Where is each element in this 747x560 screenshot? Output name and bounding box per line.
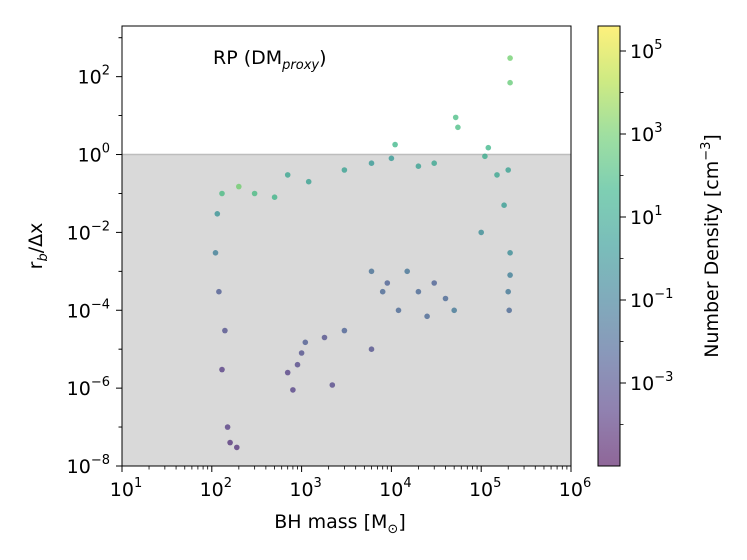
scatter-point xyxy=(478,229,485,236)
y-axis-label: rb/Δx xyxy=(25,223,51,270)
scatter-point xyxy=(431,280,438,286)
colorbar-ticks: 10−3 10−1 101 103 105 xyxy=(620,38,673,425)
scatter-point xyxy=(298,350,305,356)
tick-label: 10−1 xyxy=(630,287,673,312)
scatter-point xyxy=(305,178,312,185)
scatter-point xyxy=(455,124,461,131)
colorbar-label-main: Number Density [cm xyxy=(701,161,723,358)
tick-label: 103 xyxy=(630,121,662,146)
scatter-point xyxy=(219,366,225,373)
scatter-point xyxy=(341,167,348,173)
scatter-point xyxy=(388,155,395,162)
scatter-point xyxy=(431,160,438,166)
scatter-point xyxy=(284,369,291,376)
scatter-point xyxy=(494,172,500,178)
scatter-point xyxy=(290,387,296,393)
scatter-point xyxy=(321,334,328,341)
scatter-point xyxy=(368,346,375,353)
tick-label: 102 xyxy=(78,64,110,89)
colorbar-label-exp: −3 xyxy=(699,142,714,161)
tick-label: 100 xyxy=(78,142,110,167)
scatter-point xyxy=(507,79,513,86)
x-axis-label: BH mass [M⊙] xyxy=(274,511,405,537)
scatter-point xyxy=(329,382,336,388)
tick-label: 103 xyxy=(289,476,321,501)
tick-label: 101 xyxy=(110,476,142,501)
scatter-point xyxy=(424,313,430,320)
scatter-point xyxy=(505,288,512,295)
scatter-point xyxy=(341,327,348,334)
scatter-point xyxy=(404,268,411,275)
scatter-point xyxy=(251,190,258,197)
colorbar-label: Number Density [cm−3] xyxy=(699,134,723,358)
tick-label: 10−2 xyxy=(67,219,110,244)
y-axis-ticks: 10−8 10−6 10−4 10−2 100 102 xyxy=(67,37,122,478)
scatter-point xyxy=(507,55,513,61)
scatter-point xyxy=(227,439,233,446)
tick-label: 104 xyxy=(379,476,411,501)
unresolved-shaded-region xyxy=(122,154,571,466)
scatter-point xyxy=(507,272,513,278)
scatter-point xyxy=(384,280,391,286)
scatter-point xyxy=(236,183,242,190)
scatter-point xyxy=(392,141,398,148)
scatter-point xyxy=(415,163,422,169)
scatter-point xyxy=(222,327,228,334)
x-label-main: BH mass [M xyxy=(274,511,387,533)
scatter-point xyxy=(415,288,422,295)
scatter-point xyxy=(379,288,386,295)
scatter-point xyxy=(506,307,512,314)
scatter-point xyxy=(368,160,375,166)
x-axis-ticks: 101 102 103 104 105 106 xyxy=(110,466,591,501)
tick-label: 10−3 xyxy=(630,370,673,395)
y-label-main: r xyxy=(25,261,47,269)
tick-label: 105 xyxy=(469,476,501,501)
tick-label: 101 xyxy=(630,204,662,229)
scatter-point xyxy=(485,144,492,151)
tick-label: 10−6 xyxy=(67,375,110,400)
scatter-point xyxy=(214,211,221,217)
annotation-main: RP (DM xyxy=(213,47,282,69)
scatter-point xyxy=(482,153,488,160)
scatter-point xyxy=(452,114,459,121)
tick-label: 10−8 xyxy=(67,453,110,478)
scatter-point xyxy=(442,295,449,302)
scatter-point xyxy=(271,194,278,200)
model-annotation: RP (DMproxy) xyxy=(213,47,327,73)
scatter-points xyxy=(212,55,513,451)
tick-label: 102 xyxy=(200,476,232,501)
scatter-point xyxy=(234,444,240,451)
scatter-point xyxy=(505,167,512,173)
y-label-rest: /Δx xyxy=(25,223,47,254)
scatter-point xyxy=(507,250,513,256)
scatter-point xyxy=(216,288,222,295)
colorbar-label-close: ] xyxy=(701,134,723,141)
scatter-point xyxy=(302,339,309,346)
scatter-point xyxy=(294,361,301,368)
tick-label: 106 xyxy=(559,476,591,501)
annotation-close: ) xyxy=(319,47,326,69)
annotation-sub: proxy xyxy=(281,58,319,73)
scatter-point xyxy=(368,268,375,275)
scatter-point xyxy=(219,190,225,197)
scatter-point xyxy=(501,202,507,208)
x-label-close: ] xyxy=(398,511,405,533)
scatter-point xyxy=(395,307,402,314)
scatter-point xyxy=(212,250,219,256)
scatter-point xyxy=(224,424,231,430)
colorbar xyxy=(597,25,621,467)
plot-frame xyxy=(121,25,572,467)
y-label-sub: b xyxy=(36,253,51,261)
x-label-sub: ⊙ xyxy=(387,522,398,537)
scatter-point xyxy=(284,172,291,178)
tick-label: 10−4 xyxy=(67,297,110,322)
scatter-point xyxy=(451,307,458,314)
tick-label: 105 xyxy=(630,38,662,63)
